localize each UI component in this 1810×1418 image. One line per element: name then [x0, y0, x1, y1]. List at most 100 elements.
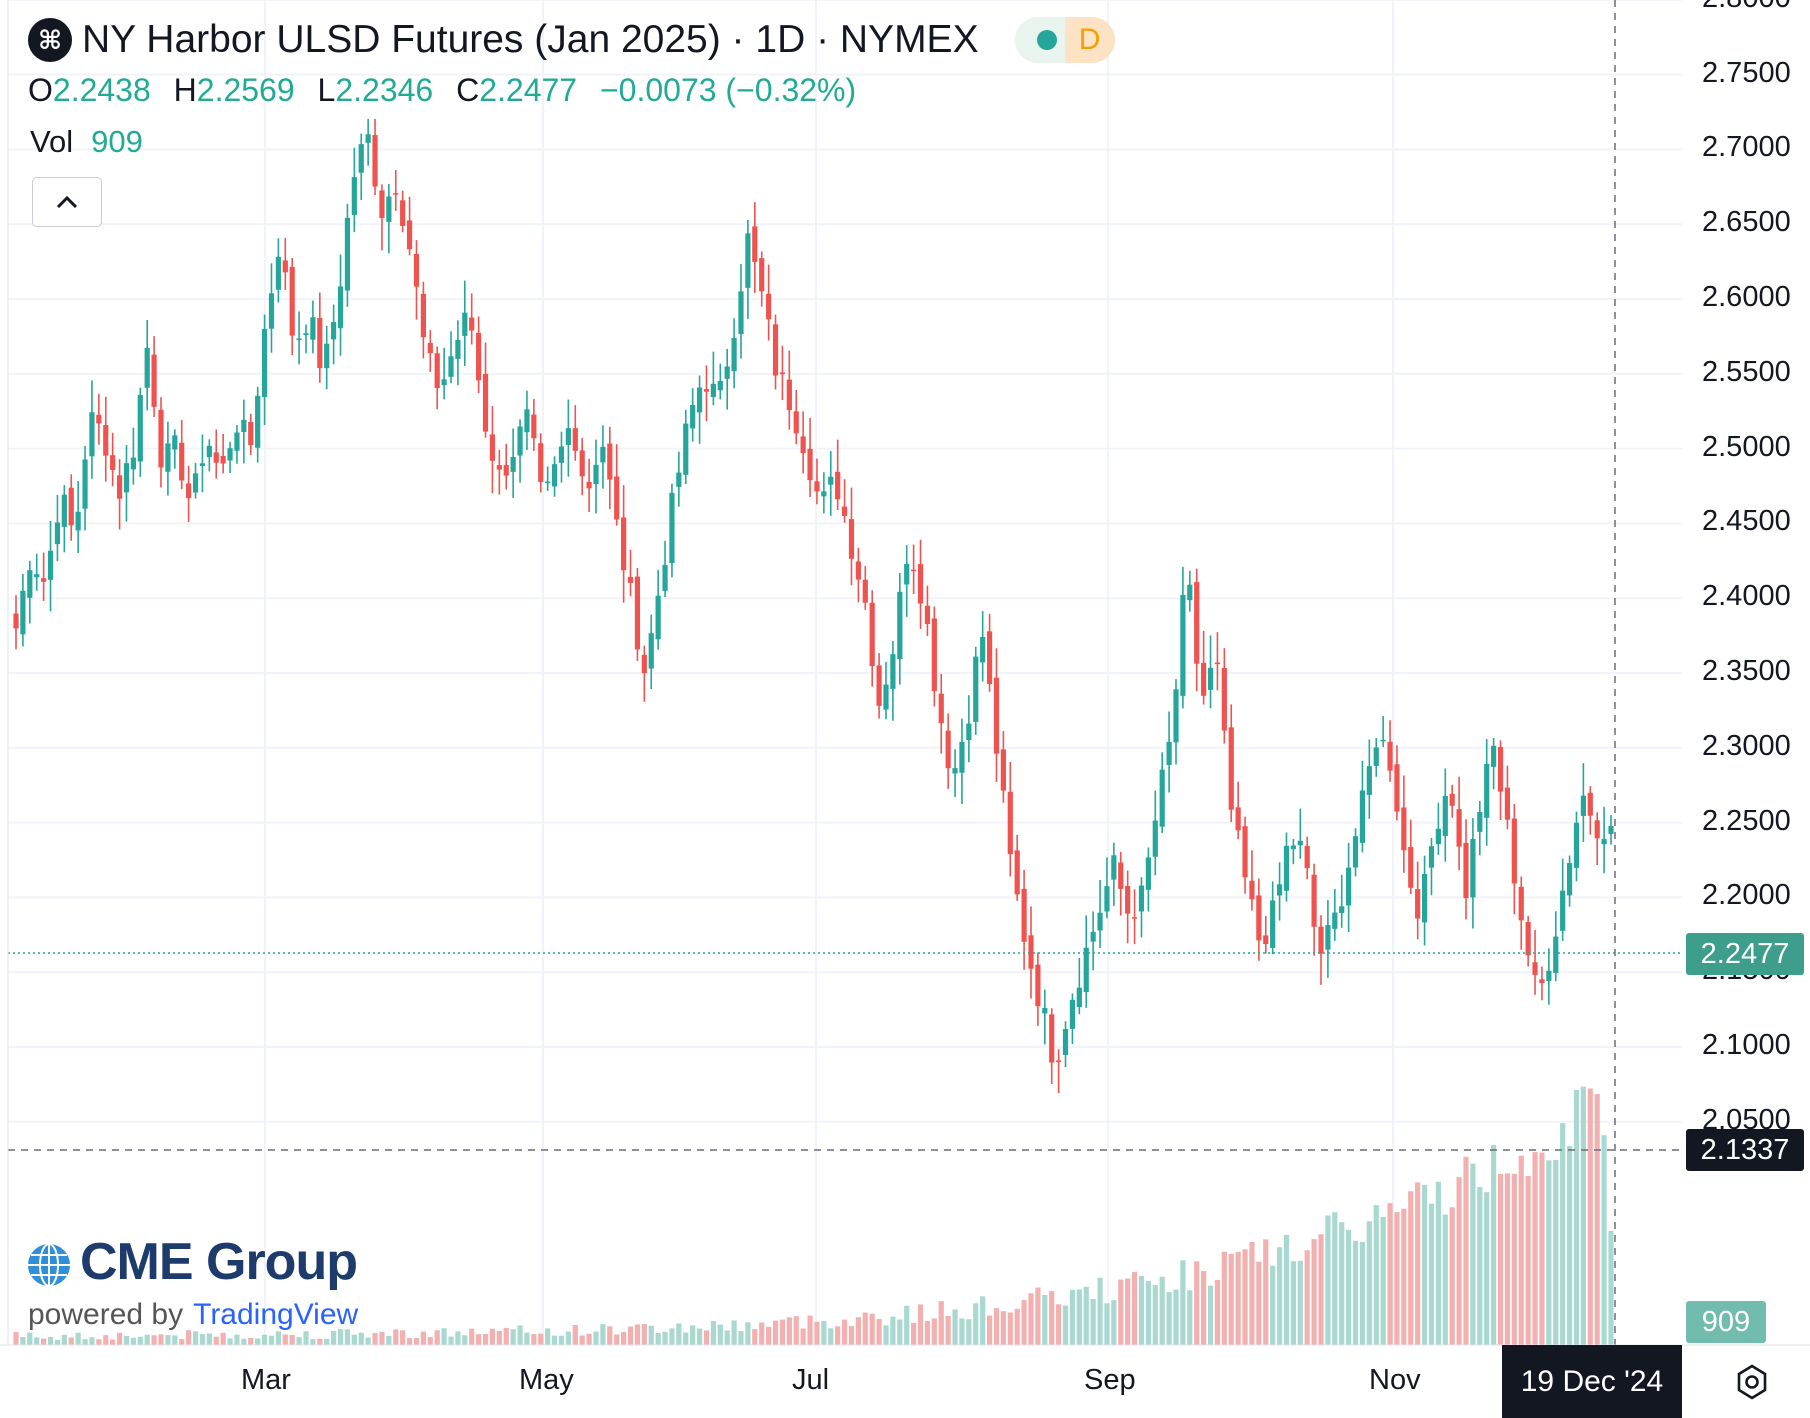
- candle-body: [1270, 900, 1276, 948]
- candle-body: [1442, 795, 1448, 837]
- volume-bar: [351, 1334, 357, 1345]
- volume-bar: [496, 1330, 502, 1345]
- volume-bar: [538, 1333, 544, 1345]
- candle-body: [738, 291, 744, 335]
- price-candles: [13, 118, 1614, 1094]
- market-open-dot-icon: [1036, 30, 1057, 50]
- volume-bar: [1290, 1261, 1296, 1345]
- volume-bar: [848, 1326, 855, 1345]
- candle-body: [690, 404, 696, 429]
- volume-bar: [593, 1331, 599, 1345]
- candle-body: [192, 473, 199, 493]
- volume-bar: [1325, 1215, 1331, 1345]
- powered-by: powered by TradingView: [28, 1298, 358, 1332]
- candle-body: [1608, 826, 1614, 834]
- settings-icon[interactable]: [1732, 1362, 1772, 1402]
- time-tick-label: Jul: [792, 1364, 830, 1396]
- candle-body: [1525, 922, 1531, 956]
- candle-body: [1553, 936, 1559, 973]
- volume-bar: [400, 1330, 406, 1345]
- candle-body: [1138, 885, 1145, 912]
- volume-bar: [690, 1325, 696, 1345]
- candle-body: [462, 312, 468, 336]
- volume-bar: [1076, 1289, 1082, 1345]
- volume-bar: [344, 1329, 351, 1345]
- volume-bar: [1435, 1181, 1441, 1345]
- candle-body: [1511, 818, 1517, 884]
- volume-bar: [1470, 1163, 1476, 1345]
- volume-bar: [772, 1320, 779, 1345]
- candle-body: [1352, 836, 1359, 868]
- candle-body: [1173, 689, 1179, 743]
- volume-bar: [1539, 1152, 1545, 1345]
- candle-body: [172, 435, 178, 450]
- candle-body: [828, 476, 834, 485]
- candle-body: [199, 463, 206, 466]
- market-status-pill[interactable]: D: [1014, 17, 1115, 63]
- volume-bar: [1401, 1208, 1407, 1345]
- candle-body: [82, 459, 88, 509]
- candle-body: [1111, 855, 1117, 880]
- volume-bar: [1408, 1191, 1414, 1345]
- volume-bar: [862, 1312, 868, 1345]
- volume-bar: [1456, 1177, 1462, 1345]
- candle-body: [75, 511, 81, 531]
- volume-bar: [1580, 1086, 1586, 1345]
- candle-body: [1235, 807, 1241, 831]
- candle-body: [455, 339, 461, 359]
- volume-bar: [227, 1338, 233, 1345]
- volume-bar: [793, 1316, 799, 1345]
- volume-bar: [1601, 1135, 1607, 1345]
- volume-bar: [1318, 1234, 1324, 1345]
- candle-body: [1056, 1060, 1062, 1062]
- candle-body: [400, 200, 406, 226]
- candle-body: [1118, 862, 1124, 889]
- volume-bar: [1145, 1280, 1151, 1345]
- price-tick-label: 2.8000: [1702, 0, 1791, 15]
- volume-bar: [317, 1338, 323, 1345]
- candle-body: [855, 561, 861, 580]
- candle-body: [1601, 838, 1607, 845]
- volume-bar: [1056, 1304, 1062, 1345]
- candle-body: [1221, 667, 1227, 731]
- volume-bar: [973, 1303, 979, 1345]
- volume-bar: [310, 1339, 316, 1345]
- volume-bar: [1007, 1312, 1013, 1345]
- candle-body: [586, 481, 592, 489]
- volume-bar: [1201, 1270, 1207, 1345]
- volume-bar: [1394, 1212, 1400, 1345]
- volume-bar: [406, 1338, 413, 1345]
- volume-bar: [1276, 1247, 1283, 1345]
- symbol-title[interactable]: NY Harbor ULSD Futures (Jan 2025) · 1D ·…: [82, 18, 979, 61]
- volume-bar: [20, 1337, 26, 1345]
- volume-bar: [1214, 1279, 1221, 1345]
- collapse-legend-button[interactable]: [32, 177, 102, 227]
- volume-bar: [268, 1335, 275, 1345]
- interval-badge[interactable]: D: [1064, 17, 1115, 63]
- volume-bar: [248, 1338, 254, 1345]
- candle-body: [724, 366, 730, 379]
- candle-body: [289, 266, 295, 336]
- volume-bar: [1180, 1260, 1186, 1345]
- volume-bar: [634, 1324, 641, 1345]
- candle-body: [123, 463, 130, 493]
- volume-bar: [165, 1335, 171, 1345]
- volume-bar: [897, 1319, 903, 1345]
- candle-body: [980, 636, 986, 663]
- candle-body: [655, 595, 661, 640]
- candle-body: [96, 414, 102, 424]
- candle-body: [1187, 584, 1193, 601]
- candle-body: [600, 446, 606, 463]
- volume-bar: [1566, 1146, 1573, 1345]
- candle-body: [496, 465, 502, 470]
- candle-body: [848, 519, 855, 559]
- candle-body: [1131, 917, 1138, 919]
- candle-body: [1532, 962, 1538, 975]
- volume-bar: [1504, 1173, 1511, 1345]
- volume-bar: [1062, 1305, 1069, 1345]
- candle-body: [807, 448, 813, 481]
- candle-body: [952, 768, 958, 774]
- volume-bar: [1270, 1265, 1276, 1345]
- candle-body: [179, 442, 185, 481]
